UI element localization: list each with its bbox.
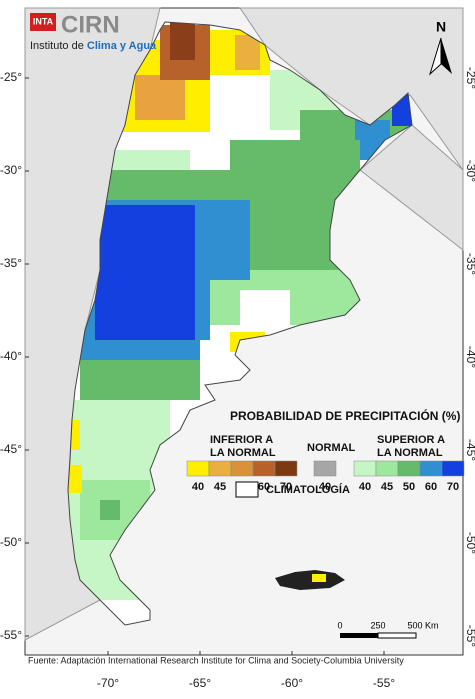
source-text: Fuente: Adaptación International Researc… [28, 655, 404, 665]
scale-label: 0 [337, 620, 342, 630]
legend-normal-label: NORMAL [307, 442, 356, 454]
lat-label-right: -25° [464, 67, 475, 89]
legend-value: 60 [258, 481, 270, 493]
legend-title: PROBABILIDAD DE PRECIPITACIÓN (%) [230, 408, 460, 423]
lon-label: -70° [97, 676, 119, 690]
legend-swatch [441, 460, 465, 477]
climatologia-label: CLIMATOLOGÍA [266, 483, 350, 496]
scale-bar [377, 632, 417, 639]
legend-swatch [313, 460, 337, 477]
brazil-uruguay [359, 124, 464, 252]
logo-badge-text: INTA [33, 16, 54, 26]
legend-value: 45 [381, 481, 393, 493]
legend-swatch [252, 460, 276, 477]
north-arrow-right [441, 38, 452, 74]
legend-swatch [375, 460, 399, 477]
legend-superior-label: LA NORMAL [377, 447, 443, 459]
scale-bar [340, 633, 378, 638]
lat-label: -30° [0, 163, 22, 177]
legend-value: 40 [359, 481, 371, 493]
legend-value: 70 [447, 481, 459, 493]
logo-subtitle: Instituto de Clima y Agua [30, 40, 157, 52]
lat-label: -55° [0, 628, 22, 642]
legend-value: 45 [214, 481, 226, 493]
lat-label: -50° [0, 535, 22, 549]
lat-label-right: -40° [464, 346, 475, 368]
lat-label: -35° [0, 256, 22, 270]
legend-swatch [419, 460, 443, 477]
legend-swatch [397, 460, 421, 477]
lat-label-right: -55° [464, 625, 475, 647]
lon-label: -55° [373, 676, 395, 690]
logo-badge [30, 13, 56, 31]
legend-value: 60 [425, 481, 437, 493]
lat-label-right: -30° [464, 160, 475, 182]
legend-value: 40 [319, 481, 331, 493]
malvinas [275, 570, 345, 590]
lat-label-right: -50° [464, 532, 475, 554]
climatologia-swatch [235, 481, 259, 498]
legend-value: 70 [280, 481, 292, 493]
malvinas-cell [312, 574, 326, 582]
lat-label: -45° [0, 442, 22, 456]
north-label: N [436, 19, 446, 35]
legend-superior-label: SUPERIOR A [377, 434, 445, 446]
legend-swatch [186, 460, 210, 477]
legend-value: 40 [192, 481, 204, 493]
scale-label: 250 [370, 620, 385, 630]
lat-label-right: -45° [464, 439, 475, 461]
lat-label: -25° [0, 70, 22, 84]
lat-label: -40° [0, 349, 22, 363]
legend-swatch [274, 460, 298, 477]
lon-label: -60° [281, 676, 303, 690]
scale-label: 500 Km [407, 620, 438, 630]
legend-value: 50 [403, 481, 415, 493]
legend-inferior-label: LA NORMAL [210, 447, 276, 459]
legend-swatch [230, 460, 254, 477]
lon-label: -65° [189, 676, 211, 690]
legend-inferior-label: INFERIOR A [210, 434, 273, 446]
logo-name: CIRN [61, 11, 120, 38]
legend-swatch [208, 460, 232, 477]
lat-label-right: -35° [464, 253, 475, 275]
legend-swatch [353, 460, 377, 477]
